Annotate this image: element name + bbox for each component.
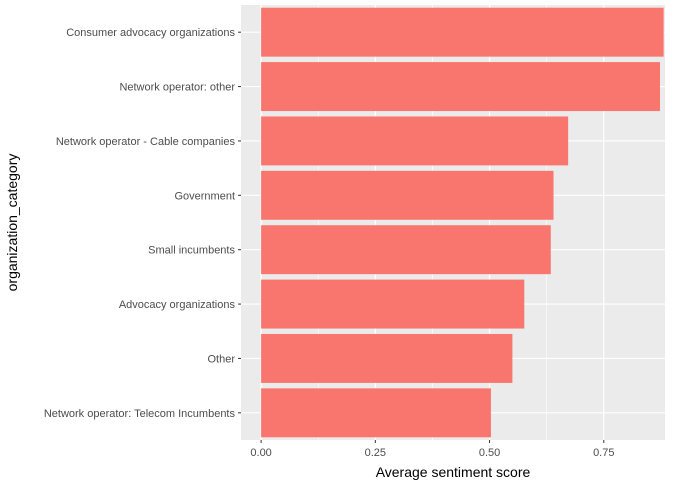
y-tick-label: Network operator: other — [119, 82, 235, 94]
bar — [261, 116, 569, 166]
x-axis-title: Average sentiment score — [376, 464, 531, 480]
x-tick-label: 0.75 — [593, 447, 614, 459]
bars — [261, 7, 664, 438]
x-tick-label: 0.25 — [365, 447, 386, 459]
y-tick-label: Government — [174, 190, 235, 202]
bar — [261, 225, 551, 275]
y-tick-label: Advocacy organizations — [119, 299, 236, 311]
y-axis-title: organization_category — [4, 154, 20, 292]
x-tick-label: 0.00 — [250, 447, 271, 459]
bar — [261, 333, 513, 383]
y-tick-label: Network operator: Telecom Incumbents — [44, 408, 236, 420]
y-tick-label: Consumer advocacy organizations — [66, 27, 235, 39]
bar — [261, 279, 525, 329]
y-tick-label: Network operator - Cable companies — [56, 136, 236, 148]
bar — [261, 7, 664, 57]
bar — [261, 388, 491, 438]
x-axis: 0.00 0.25 0.50 0.75 — [250, 440, 614, 459]
y-tick-label: Other — [207, 353, 235, 365]
y-axis: Consumer advocacy organizations Network o… — [44, 27, 241, 420]
bar — [261, 62, 660, 112]
bar — [261, 170, 554, 220]
y-tick-label: Small incumbents — [148, 245, 235, 257]
x-tick-label: 0.50 — [479, 447, 500, 459]
